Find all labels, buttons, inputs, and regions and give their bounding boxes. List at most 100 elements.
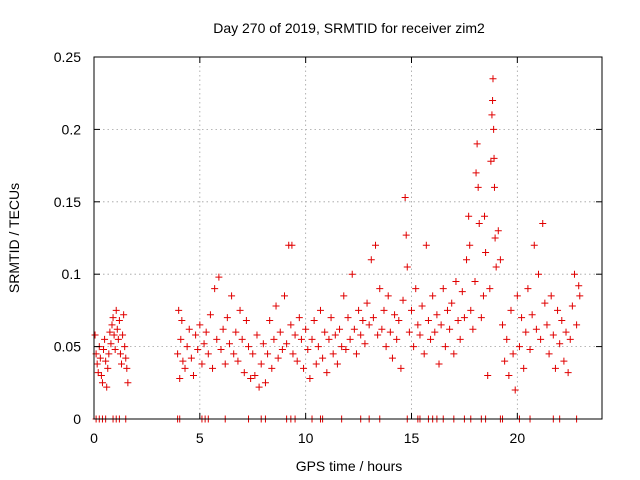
data-point [266, 317, 274, 325]
data-point [431, 328, 439, 336]
data-point [329, 350, 337, 358]
data-point [181, 364, 189, 372]
data-point [575, 282, 583, 290]
data-point [382, 343, 390, 351]
data-point [492, 263, 500, 271]
data-point [505, 372, 513, 380]
data-point [314, 343, 322, 351]
data-point [511, 386, 519, 394]
data-point [458, 288, 466, 296]
data-point [439, 285, 447, 293]
data-point [108, 321, 116, 329]
data-point [268, 364, 276, 372]
data-point [433, 311, 441, 319]
data-point [518, 314, 526, 322]
data-point [293, 357, 301, 365]
data-point [443, 306, 451, 314]
data-point [490, 154, 498, 162]
data-point [177, 335, 185, 343]
data-point [503, 335, 511, 343]
data-point [541, 299, 549, 307]
data-point [118, 360, 126, 368]
x-axis-label: GPS time / hours [296, 458, 403, 474]
data-point [469, 325, 477, 333]
axis-ticks [93, 56, 602, 420]
data-point [206, 311, 214, 319]
data-point [403, 263, 411, 271]
data-point [295, 314, 303, 322]
data-point [236, 306, 244, 314]
data-point [100, 345, 108, 353]
data-point [401, 193, 409, 201]
x-tick-label: 20 [510, 430, 526, 446]
data-point [245, 343, 253, 351]
data-point [215, 273, 223, 281]
data-point [416, 331, 424, 339]
data-point [270, 335, 278, 343]
data-point [232, 328, 240, 336]
data-point [509, 350, 517, 358]
data-point [306, 374, 314, 382]
data-point [333, 360, 341, 368]
data-point [122, 354, 130, 362]
data-point [106, 328, 114, 336]
data-point [107, 340, 115, 348]
data-point [109, 314, 117, 322]
data-point [115, 317, 123, 325]
data-point [91, 331, 99, 339]
data-point [526, 345, 534, 353]
data-point [361, 340, 369, 348]
data-point [104, 364, 112, 372]
data-point [524, 285, 532, 293]
data-point [281, 292, 288, 300]
plot-frame [93, 56, 603, 420]
data-point [213, 335, 221, 343]
data-point [429, 292, 437, 300]
data-points [91, 75, 584, 423]
y-tick-label: 0.15 [54, 194, 81, 210]
data-point [414, 321, 422, 329]
data-point [123, 364, 131, 372]
data-point [388, 354, 396, 362]
y-tick-label: 0.25 [54, 49, 81, 65]
data-point [452, 277, 460, 285]
data-point [513, 292, 521, 300]
data-point [576, 292, 584, 300]
data-point [532, 325, 540, 333]
data-point [410, 343, 418, 351]
data-point [539, 220, 547, 228]
data-point [228, 292, 236, 300]
data-point [110, 331, 118, 339]
y-axis-label: SRMTID / TECUs [6, 183, 22, 293]
data-point [397, 364, 405, 372]
data-point [225, 340, 233, 348]
data-point [204, 350, 212, 358]
data-point [97, 372, 105, 380]
data-point [369, 314, 377, 322]
data-point [566, 335, 574, 343]
data-point [507, 306, 515, 314]
data-point [496, 256, 504, 264]
data-point [573, 321, 581, 329]
data-point [242, 317, 250, 325]
data-point [477, 314, 485, 322]
data-point [113, 325, 121, 333]
data-point [344, 314, 352, 322]
data-point [556, 340, 564, 348]
data-point [331, 331, 339, 339]
data-point [488, 111, 496, 119]
data-point [568, 302, 576, 310]
data-point [463, 256, 471, 264]
data-point [308, 335, 316, 343]
data-point [272, 302, 280, 310]
data-point [319, 354, 327, 362]
data-point [304, 345, 312, 353]
data-point [372, 241, 380, 249]
data-point [491, 234, 499, 242]
data-point [376, 285, 384, 293]
data-point [187, 354, 195, 362]
data-point [96, 354, 104, 362]
data-point [543, 321, 551, 329]
data-point [481, 212, 489, 220]
data-point [346, 335, 354, 343]
